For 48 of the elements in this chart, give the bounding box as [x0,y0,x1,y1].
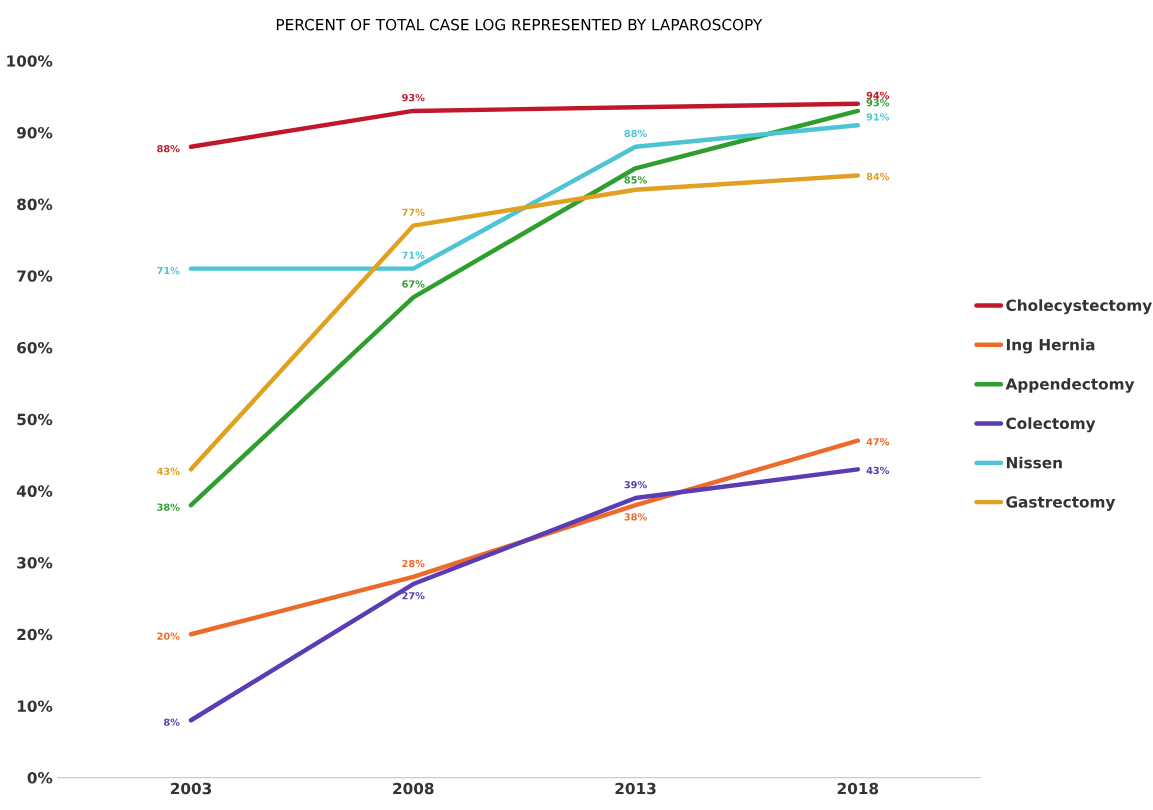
legend-label: Nissen [1006,456,1062,469]
data-label: 67% [402,280,425,288]
y-tick-label: 50% [17,413,53,426]
data-label: 94% [866,91,890,100]
line-series [188,101,861,149]
data-label: 91% [866,113,890,121]
data-label: 38% [624,513,647,521]
y-tick-label: 0% [27,772,53,784]
y-tick-label: 70% [17,270,53,282]
data-label: 8% [163,718,180,726]
legend-label: Gastrectomy [1006,496,1116,511]
data-label: 38% [157,503,180,511]
data-label: 77% [402,208,425,216]
data-label: 43% [157,467,180,475]
x-tick-label: 2003 [170,782,212,795]
x-tick-label: 2013 [615,782,656,795]
data-label: 20% [157,632,180,640]
y-tick-label: 10% [17,700,53,712]
y-tick-label: 40% [16,485,53,497]
y-tick-label: 80% [17,198,53,211]
legend-label: Cholecystectomy [1006,299,1152,315]
data-label: 71% [402,251,425,259]
data-label: 93% [402,93,425,102]
chart-title: PERCENT OF TOTAL CASE LOG REPRESENTED BY LAPAROSCOPY [276,18,763,31]
data-label: 39% [624,481,647,489]
data-label: 88% [157,145,180,153]
legend-label: Colectomy [1006,417,1096,433]
x-tick-label: 2008 [393,782,434,795]
y-tick-label: 20% [17,628,53,641]
y-tick-label: 100% [7,55,53,67]
data-label: 71% [157,266,180,275]
data-label: 43% [866,466,890,475]
x-tick-label: 2018 [837,782,879,795]
legend-label: Appendectomy [1005,377,1135,393]
y-tick-label: 60% [17,341,53,354]
legend-label: Ing Hernia [1006,338,1095,354]
data-label: 85% [624,176,647,184]
data-label: 27% [402,592,425,600]
data-label: 88% [624,129,647,138]
data-label: 28% [402,559,425,568]
data-label: 84% [866,172,890,181]
line-series [188,173,861,472]
data-label: 93% [866,98,890,107]
y-tick-label: 30% [17,557,53,569]
y-tick-label: 90% [17,126,53,139]
data-label: 47% [866,438,890,446]
line-series [188,108,861,508]
line-series [188,467,861,723]
